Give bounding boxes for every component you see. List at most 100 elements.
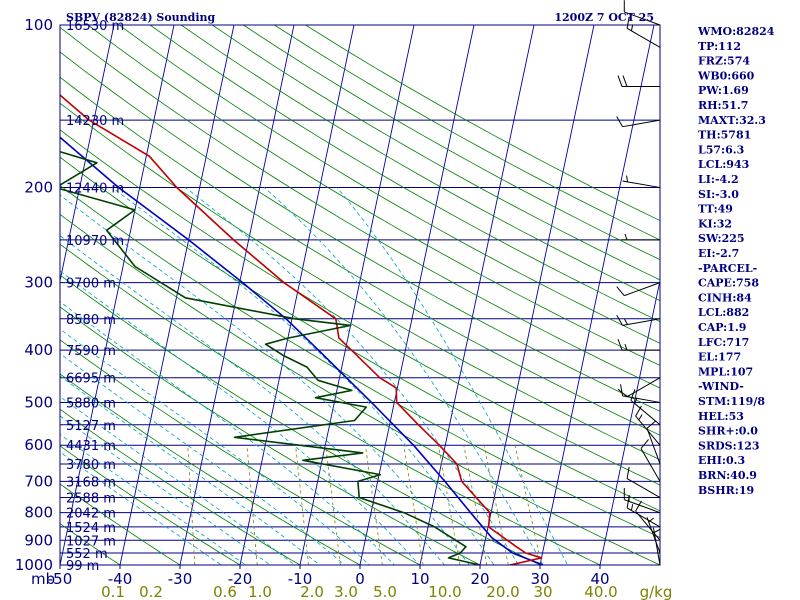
isotherm-line — [599, 278, 660, 565]
dry-adiabat-line — [87, 25, 660, 366]
sounding-index-text: BRN:40.9 — [698, 469, 757, 482]
isotherm-line — [119, 25, 235, 565]
height-label: 1027 m — [66, 534, 116, 549]
wind-barb — [616, 116, 661, 128]
dry-adiabat-line — [60, 523, 121, 565]
height-label: 1524 m — [66, 521, 116, 536]
wind-barb-layer — [616, 0, 661, 566]
dry-adiabat-line — [212, 25, 660, 281]
temperature-tick-label: -40 — [108, 570, 133, 588]
height-label: 7590 m — [66, 344, 116, 359]
wind-barb — [617, 75, 660, 88]
temperature-tick-label: 10 — [410, 570, 429, 588]
isotherm-line — [419, 25, 535, 565]
wind-barb — [640, 439, 661, 482]
wind-barb — [616, 282, 661, 297]
temperature-tick-label: 30 — [530, 570, 549, 588]
sounding-index-text: SHR+:0.0 — [698, 425, 758, 438]
dry-adiabat-line — [60, 26, 660, 389]
sounding-index-text: EL:177 — [698, 351, 741, 364]
parcel-trace-line — [60, 136, 544, 565]
moist-adiabat-line — [60, 433, 247, 565]
sounding-index-text: SRDS:123 — [698, 439, 760, 452]
isotherm-line — [60, 25, 115, 283]
mixing-ratio-tick-label: 2.0 — [300, 583, 324, 600]
dry-adiabat-line — [60, 156, 660, 512]
dry-adiabat-line — [60, 483, 181, 565]
height-label: 16530 m — [66, 19, 124, 34]
grid-layer — [60, 25, 660, 565]
sounding-index-text: PW:1.69 — [698, 84, 749, 97]
pressure-tick-label: 800 — [24, 504, 53, 522]
pressure-tick-label: 900 — [24, 531, 53, 549]
sounding-index-text: EHI:0.3 — [698, 454, 745, 467]
height-label: 3168 m — [66, 475, 116, 490]
pressure-tick-label: 100 — [24, 16, 53, 34]
temperature-tick-label: -20 — [228, 570, 253, 588]
pressure-tick-label: 300 — [24, 274, 53, 292]
pressure-tick-label: 1000 — [15, 556, 53, 574]
sounding-index-text: LCL:882 — [698, 306, 749, 319]
height-label: 5127 m — [66, 419, 116, 434]
sounding-index-text: L57:6.3 — [698, 143, 744, 156]
sounding-index-text: SW:225 — [698, 232, 745, 245]
dry-adiabat-line — [118, 25, 660, 344]
isotherm-line — [479, 25, 595, 565]
sounding-index-text: STM:119/8 — [698, 395, 765, 408]
mixing-ratio-tick-label: 0.1 — [101, 583, 125, 600]
height-label: 12440 m — [66, 182, 124, 197]
sounding-index-text: MAXT:32.3 — [698, 114, 766, 127]
height-label: 2042 m — [66, 507, 116, 522]
mixing-ratio-tick-label: 10.0 — [428, 583, 461, 600]
sounding-index-text: LCL:943 — [698, 158, 749, 171]
temperature-tick-label: -10 — [288, 570, 313, 588]
dry-adiabat-line — [180, 25, 660, 301]
moist-adiabat-line — [60, 235, 445, 565]
sounding-index-text: SI:-3.0 — [698, 188, 739, 201]
dry-adiabat-line — [60, 76, 660, 436]
mixing-ratio-tick-label: 20.0 — [486, 583, 519, 600]
wind-barb — [617, 377, 661, 398]
pressure-tick-label: 700 — [24, 472, 53, 490]
pressure-tick-label: 500 — [24, 393, 53, 411]
temperature-tick-label: 20 — [470, 570, 489, 588]
moist-adiabat-line — [264, 187, 544, 565]
moist-adiabat-line — [60, 301, 395, 565]
dry-adiabat-line — [149, 25, 660, 323]
sounding-index-text: WB0:660 — [697, 69, 755, 82]
dry-adiabat-line — [60, 51, 660, 412]
height-label: 3780 m — [66, 458, 116, 473]
isotherm-line — [60, 25, 175, 565]
mixing-ratio-tick-label: 0.2 — [139, 583, 163, 600]
mixing-ratio-line — [246, 445, 258, 565]
wind-barb — [622, 233, 660, 241]
isotherm-line — [539, 25, 655, 565]
mixing-ratio-line — [463, 445, 488, 565]
wind-barb — [616, 315, 661, 326]
temperature-tick-label: -50 — [48, 570, 73, 588]
sounding-index-text: TH:5781 — [698, 129, 751, 142]
dry-adiabat-line — [60, 184, 660, 539]
pressure-unit-label: mb — [31, 570, 55, 588]
moist-adiabat-line — [60, 328, 371, 565]
mixing-ratio-tick-label: g/kg — [640, 583, 673, 600]
sounding-index-text: BSHR:19 — [698, 484, 754, 497]
pressure-tick-label: 200 — [24, 179, 53, 197]
sounding-index-text: LI:-4.2 — [698, 173, 739, 186]
height-label: 14230 m — [66, 114, 124, 129]
height-label: 5880 m — [66, 396, 116, 411]
sounding-time: 1200Z 7 OCT 25 — [554, 11, 654, 24]
mixing-ratio-tick-label: 40.0 — [584, 583, 617, 600]
moist-adiabat-line — [60, 353, 346, 565]
mixing-ratio-tick-label: 0.6 — [213, 583, 237, 600]
mixing-ratio-line — [437, 445, 461, 565]
mixing-ratio-line — [514, 445, 542, 565]
mixing-ratio-line — [483, 445, 509, 565]
height-label: 6695 m — [66, 372, 116, 387]
wind-barb — [626, 466, 661, 498]
moist-adiabat-line — [60, 451, 222, 565]
dry-adiabat-line — [60, 339, 421, 565]
sounding-index-text: TP:112 — [698, 40, 741, 53]
pressure-tick-label: 400 — [24, 341, 53, 359]
height-label: 4431 m — [66, 439, 116, 454]
